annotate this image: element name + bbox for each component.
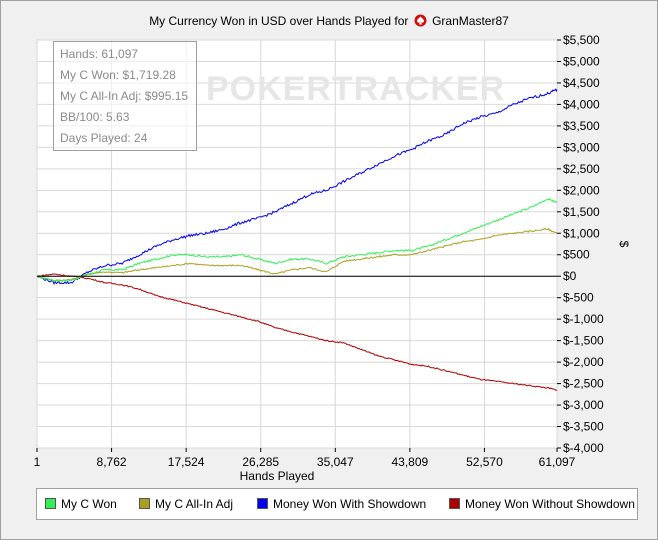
y-tick-label: $-3,500 (563, 420, 604, 434)
series-line-c-won (36, 198, 558, 283)
y-tick-label: $2,500 (563, 162, 600, 176)
legend-swatch-blue (257, 498, 268, 509)
y-tick-label: $-500 (563, 291, 594, 305)
stat-days: Days Played: 24 (60, 131, 148, 145)
player-name: GranMaster87 (432, 14, 509, 28)
x-tick-label: 8,762 (97, 455, 127, 469)
legend-label: Money Won With Showdown (273, 497, 427, 511)
legend-item-no-showdown[interactable]: Money Won Without Showdown (449, 497, 635, 511)
y-axis-ticks: $5,500 $5,000 $4,500 $4,000 $3,500 $3,000 $2,5… (557, 33, 604, 455)
y-tick-label: $1,500 (563, 205, 600, 219)
legend-item-c-allin[interactable]: My C All-In Adj (139, 497, 233, 511)
y-tick-label: $4,500 (563, 76, 600, 90)
y-tick-label: $4,000 (563, 97, 600, 111)
legend-swatch-olive (139, 498, 150, 509)
y-tick-label: $-2,000 (563, 355, 604, 369)
x-tick-label: 61,097 (539, 455, 576, 469)
spade-icon (414, 14, 427, 27)
legend-swatch-green (45, 498, 56, 509)
y-tick-label: $1,000 (563, 226, 600, 240)
stat-c-won: My C Won: $1,719.28 (60, 68, 176, 82)
legend-item-showdown[interactable]: Money Won With Showdown (257, 497, 426, 511)
y-tick-label: $5,500 (563, 33, 600, 47)
watermark-logo: POKERTRACKER (206, 70, 506, 108)
stat-bb100: BB/100: 5.63 (60, 110, 130, 124)
chart-title-text: My Currency Won in USD over Hands Played… (149, 14, 409, 28)
y-tick-label: $2,000 (563, 183, 600, 197)
y-tick-label: $-1,000 (563, 312, 604, 326)
stat-c-allin: My C All-In Adj: $995.15 (60, 89, 189, 103)
x-tick-label: 35,047 (317, 455, 354, 469)
legend-label: My C All-In Adj (155, 497, 234, 511)
x-tick-label: 1 (34, 455, 41, 469)
x-tick-label: 43,809 (392, 455, 429, 469)
legend-label: Money Won Without Showdown (465, 497, 635, 511)
x-axis-label: Hands Played (240, 469, 315, 483)
y-tick-label: $5,000 (563, 54, 600, 68)
chart-title: My Currency Won in USD over Hands Played… (0, 14, 658, 28)
legend-item-c-won[interactable]: My C Won (45, 497, 117, 511)
y-axis-label: $ (617, 241, 631, 248)
y-tick-label: $500 (563, 248, 590, 262)
legend: My C Won My C All-In Adj Money Won With … (36, 488, 638, 520)
y-tick-label: $-4,000 (563, 441, 604, 455)
x-tick-label: 52,570 (466, 455, 503, 469)
y-tick-label: $-3,000 (563, 398, 604, 412)
y-tick-label: $0 (563, 269, 577, 283)
y-tick-label: $3,500 (563, 119, 600, 133)
x-tick-label: 26,285 (242, 455, 279, 469)
series-line-no-showdown (36, 273, 558, 391)
series-line-c-allin (36, 227, 558, 282)
stats-box: Hands: 61,097 My C Won: $1,719.28 My C A… (53, 41, 197, 151)
series-line-showdown (36, 88, 558, 285)
legend-swatch-red (449, 498, 460, 509)
y-tick-label: $-1,500 (563, 334, 604, 348)
legend-label: My C Won (61, 497, 117, 511)
x-axis-ticks: 1 8,762 17,524 26,285 35,047 43,809 52,570 61,0… (34, 448, 576, 469)
series-lines (36, 88, 558, 391)
x-tick-label: 17,524 (168, 455, 205, 469)
y-tick-label: $-2,500 (563, 377, 604, 391)
stat-hands: Hands: 61,097 (60, 47, 139, 61)
y-tick-label: $3,000 (563, 140, 600, 154)
